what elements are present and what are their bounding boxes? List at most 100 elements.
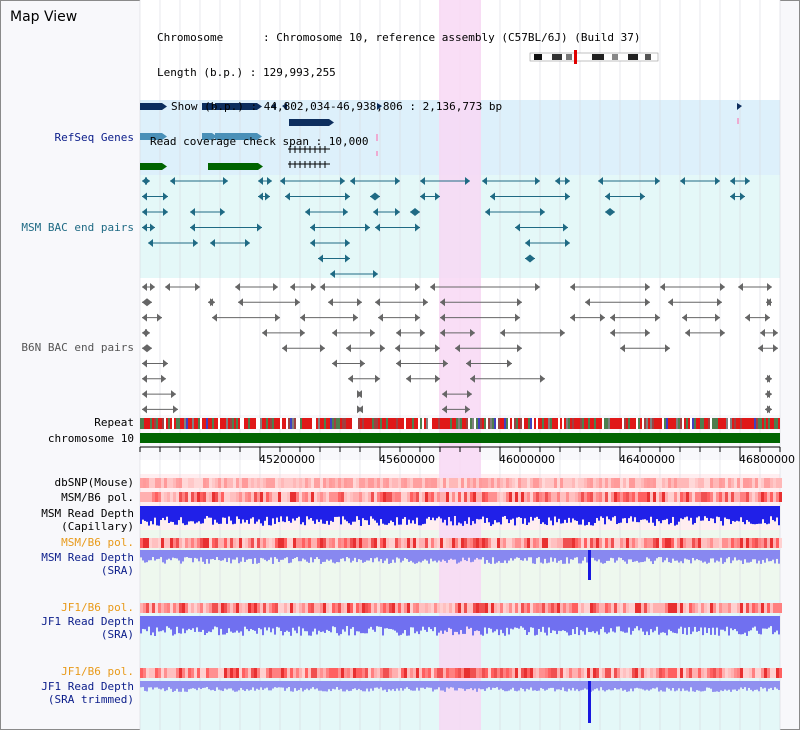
heat-cell	[365, 478, 368, 488]
b6n-bac-pair-end	[745, 313, 750, 322]
refseq-label[interactable]: RefSeq Genes	[54, 131, 134, 144]
heat-cell	[380, 478, 383, 488]
jf1-sra-depth	[676, 616, 678, 634]
heat-cell	[713, 478, 716, 488]
heat-cell	[494, 478, 497, 488]
jf1-sra-depth	[254, 616, 256, 631]
heat-cell	[176, 668, 179, 678]
heat-cell	[683, 478, 686, 488]
repeat-block	[372, 418, 374, 429]
heat-cell	[446, 603, 449, 613]
heat-cell	[665, 478, 668, 488]
msm-sra-depth	[512, 550, 514, 561]
msm-bac-pair-end	[563, 223, 568, 232]
heat-cell	[557, 478, 560, 488]
heat-cell	[716, 492, 719, 502]
jf1-trimmed-depth	[306, 681, 308, 689]
heat-cell	[296, 603, 299, 613]
heat-cell	[269, 538, 272, 548]
heat-cell	[329, 492, 332, 502]
msm-sra-depth	[152, 550, 154, 558]
jf1-trimmed-depth	[448, 681, 450, 689]
jf1-sra-depth	[354, 616, 356, 636]
heat-cell	[164, 668, 167, 678]
msm-capillary-depth	[638, 506, 640, 523]
msm-sra-depth	[678, 550, 680, 563]
b6n-bac-pair-end	[668, 298, 673, 307]
jf1-sra-depth	[692, 616, 694, 632]
heat-cell	[632, 538, 635, 548]
jf1-sra-depth	[494, 616, 496, 632]
jf1-sra-depth	[252, 616, 254, 630]
b6n-bac-pair-end	[443, 359, 448, 368]
msm-capillary-depth	[444, 506, 446, 520]
heat-cell	[461, 603, 464, 613]
heat-cell	[389, 603, 392, 613]
repeat-block	[234, 418, 236, 429]
heat-cell	[572, 492, 575, 502]
heat-cell	[284, 538, 287, 548]
heat-cell	[347, 668, 350, 678]
msm-sra-depth	[648, 550, 650, 559]
heat-cell	[362, 603, 365, 613]
heat-cell	[209, 668, 212, 678]
jf1-sra-depth	[276, 616, 278, 627]
jf1-trimmed-depth	[186, 681, 188, 692]
msm-capillary-depth	[518, 506, 520, 517]
heat-cell	[446, 478, 449, 488]
b6n-bac-label[interactable]: B6N BAC end pairs	[21, 341, 134, 354]
msm-capillary-depth	[148, 506, 150, 526]
repeat-block	[566, 418, 568, 429]
msm-sra-depth	[530, 550, 532, 558]
jf1-sra-depth	[768, 616, 770, 628]
heat-cell	[416, 603, 419, 613]
msm-capillary-depth	[172, 506, 174, 523]
jf1-sra-depth	[336, 616, 338, 634]
heat-cell	[392, 492, 395, 502]
heat-cell	[512, 478, 515, 488]
heat-cell	[239, 492, 242, 502]
heat-cell	[485, 668, 488, 678]
jf1-trimmed-depth	[724, 681, 726, 690]
repeat-block	[618, 418, 620, 429]
jf1-trimmed-depth	[508, 681, 510, 691]
msm-capillary-depth	[628, 506, 630, 519]
heat-cell	[239, 478, 242, 488]
msm-bac-pair-end	[150, 223, 155, 232]
heat-cell	[530, 538, 533, 548]
msm-bac-label[interactable]: MSM BAC end pairs	[21, 221, 134, 234]
msm-capillary-depth	[472, 506, 474, 522]
jf1-sra-depth	[700, 616, 702, 628]
heat-cell	[530, 603, 533, 613]
heat-cell	[185, 478, 188, 488]
jf1-trimmed-depth	[254, 681, 256, 691]
msm-bac-pair-end	[258, 192, 263, 201]
heat-cell	[548, 603, 551, 613]
heat-cell	[674, 478, 677, 488]
msm-capillary-depth	[284, 506, 286, 523]
msm-sra-depth	[416, 550, 418, 564]
heat-cell	[167, 478, 170, 488]
jf1-sra-depth	[286, 616, 288, 631]
jf1-trimmed-depth	[484, 681, 486, 691]
heat-cell	[395, 478, 398, 488]
heat-cell	[764, 668, 767, 678]
heat-cell	[488, 668, 491, 678]
repeat-block	[466, 418, 468, 429]
repeat-block	[318, 418, 320, 429]
jf1-sra-depth	[292, 616, 294, 628]
msm-sra-depth	[346, 550, 348, 558]
heat-cell	[161, 478, 164, 488]
jf1-sra-depth	[178, 616, 180, 634]
heat-cell	[422, 603, 425, 613]
heat-cell	[194, 478, 197, 488]
msm-sra-depth	[538, 550, 540, 558]
heat-cell	[677, 538, 680, 548]
jf1-trimmed-depth	[626, 681, 628, 692]
repeat-block	[164, 418, 166, 429]
msm-sra-depth	[350, 550, 352, 563]
repeat-block	[492, 418, 494, 429]
jf1-trimmed-depth	[372, 681, 374, 691]
msm-capillary-depth	[452, 506, 454, 526]
b6n-bac-pair-end	[760, 328, 765, 337]
